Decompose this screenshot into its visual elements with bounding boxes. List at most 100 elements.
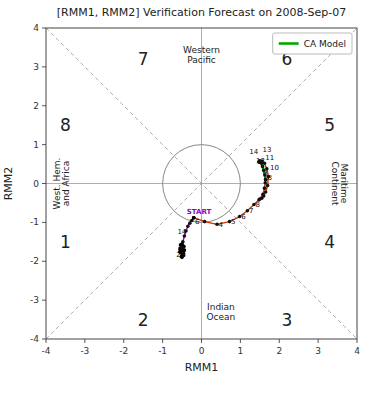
- y-tick-label: -3: [30, 295, 39, 305]
- text-line: and Africa: [61, 161, 71, 206]
- point-label: 5: [231, 218, 235, 226]
- text-line: Continent: [330, 162, 340, 206]
- diagonal: [46, 28, 357, 339]
- y-tick: [42, 339, 46, 340]
- x-tick-label: 4: [354, 346, 360, 356]
- y-tick: [42, 300, 46, 301]
- point-label: 13: [263, 146, 272, 154]
- point-label: 25: [176, 251, 185, 259]
- annotations: 76851423WesternPacificMaritimeContinentI…: [52, 45, 350, 329]
- x-tick: [357, 339, 358, 343]
- data-point: [266, 184, 270, 188]
- y-axis-label: RMM2: [2, 167, 15, 201]
- unit-circle: [163, 145, 241, 223]
- x-tick: [84, 339, 85, 343]
- region-number: 1: [60, 232, 71, 252]
- plot-frame: [46, 28, 357, 339]
- point-label: 10: [270, 164, 279, 172]
- x-axis-label: RMM1: [185, 361, 219, 374]
- y-tick: [42, 144, 46, 145]
- y-tick-label: 1: [33, 140, 39, 150]
- text-line: 7: [138, 49, 149, 69]
- y-tick-label: -2: [30, 256, 39, 266]
- region-number: 3: [282, 310, 293, 330]
- point-label: 7: [249, 207, 253, 215]
- data-point: [263, 186, 267, 190]
- y-tick-label: 2: [33, 101, 39, 111]
- text-line: 1: [60, 232, 71, 252]
- diagonal: [46, 28, 357, 339]
- point-label: 8: [268, 174, 272, 182]
- region-name: MaritimeContinent: [330, 162, 350, 206]
- y-tick: [42, 28, 46, 29]
- point-label: 14: [249, 148, 258, 156]
- y-tick: [42, 261, 46, 262]
- text-line: West. Hem.: [52, 158, 62, 210]
- point-label: START: [187, 208, 212, 216]
- x-tick-label: 2: [276, 346, 282, 356]
- text-line: Western: [183, 45, 220, 55]
- y-tick: [42, 66, 46, 67]
- title: [RMM1, RMM2] Verification Forecast on 20…: [57, 6, 347, 19]
- plot-area: [46, 28, 357, 339]
- x-tick-label: -2: [119, 346, 128, 356]
- y-tick: [42, 105, 46, 106]
- point-label: 12: [256, 157, 265, 165]
- data-point: [180, 246, 184, 250]
- data-point: [263, 181, 267, 185]
- text-line: Maritime: [339, 164, 349, 204]
- data-point: [180, 246, 184, 250]
- x-tick-label: 0: [199, 346, 205, 356]
- x-tick: [201, 339, 202, 343]
- x-tick: [123, 339, 124, 343]
- axes: -4-3-2-101234-4-3-2-101234: [30, 23, 360, 356]
- series-line: [194, 180, 266, 225]
- x-tick-label: -3: [80, 346, 89, 356]
- region-number: 5: [324, 115, 335, 135]
- region-number: 4: [324, 232, 335, 252]
- text-line: Ocean: [207, 312, 236, 322]
- text-line: 8: [60, 115, 71, 135]
- legend: CA Model: [273, 33, 352, 54]
- data-point: [181, 240, 185, 244]
- legend-label: CA Model: [304, 39, 346, 49]
- data-point: [180, 245, 184, 249]
- y-tick-label: 0: [33, 179, 39, 189]
- x-tick-label: -1: [158, 346, 167, 356]
- text-line: 5: [324, 115, 335, 135]
- y-tick-label: -1: [30, 217, 39, 227]
- markers: [178, 159, 270, 259]
- text-line: 2: [138, 310, 149, 330]
- point-label: 6: [195, 218, 200, 226]
- region-number: 2: [138, 310, 149, 330]
- y-tick: [42, 183, 46, 184]
- text-line: Indian: [207, 302, 235, 312]
- point-label: 14: [177, 228, 186, 236]
- text-line: 3: [282, 310, 293, 330]
- chart: [RMM1, RMM2] Verification Forecast on 20…: [0, 0, 369, 400]
- data-point: [186, 224, 190, 228]
- text-line: Pacific: [187, 55, 216, 65]
- region-number: 8: [60, 115, 71, 135]
- legend-swatch: [279, 42, 299, 45]
- region-number: 7: [138, 49, 149, 69]
- x-tick-label: -4: [42, 346, 51, 356]
- region-name: WesternPacific: [183, 45, 220, 65]
- point-label: 9: [263, 169, 267, 177]
- lines: [182, 161, 268, 248]
- point-label: 4: [219, 221, 224, 229]
- x-tick: [162, 339, 163, 343]
- point-label: 11: [265, 154, 274, 162]
- y-tick-label: 3: [33, 62, 39, 72]
- x-tick-label: 1: [238, 346, 244, 356]
- legend-box: [273, 33, 352, 54]
- region-name: West. Hem.and Africa: [52, 158, 72, 210]
- x-tick: [279, 339, 280, 343]
- y-tick: [42, 222, 46, 223]
- x-tick: [318, 339, 319, 343]
- data-point: [181, 245, 185, 249]
- data-point: [264, 190, 268, 194]
- plot-content: [46, 28, 357, 339]
- data-point: [203, 220, 207, 224]
- x-tick: [240, 339, 241, 343]
